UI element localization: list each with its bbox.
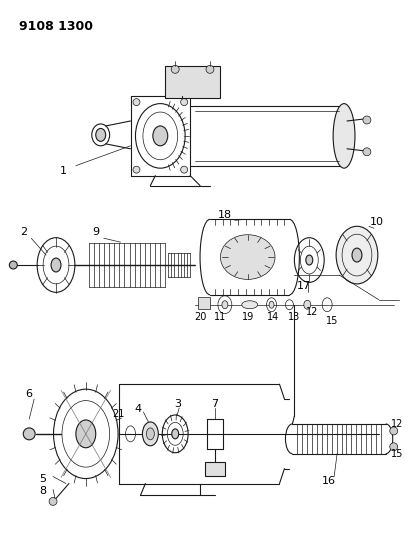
Text: 21: 21	[112, 409, 125, 419]
Ellipse shape	[143, 422, 158, 446]
Text: 12: 12	[306, 306, 319, 317]
Ellipse shape	[9, 261, 17, 269]
Text: 4: 4	[135, 404, 142, 414]
Ellipse shape	[304, 300, 311, 309]
Ellipse shape	[146, 428, 155, 440]
Text: 17: 17	[297, 281, 312, 291]
Bar	[198, 297, 210, 309]
Ellipse shape	[181, 166, 188, 173]
Ellipse shape	[390, 427, 398, 435]
Ellipse shape	[306, 255, 313, 265]
Text: 11: 11	[214, 312, 226, 321]
Ellipse shape	[49, 497, 57, 505]
Ellipse shape	[352, 248, 362, 262]
Text: 19: 19	[242, 312, 254, 321]
Text: 18: 18	[218, 211, 232, 220]
Bar	[205, 462, 225, 475]
Ellipse shape	[172, 429, 179, 439]
Ellipse shape	[220, 235, 275, 279]
Ellipse shape	[363, 116, 371, 124]
Text: 7: 7	[211, 399, 219, 409]
Text: 13: 13	[288, 312, 300, 321]
Ellipse shape	[242, 301, 258, 309]
Ellipse shape	[222, 301, 228, 309]
Text: 15: 15	[326, 316, 338, 326]
Ellipse shape	[171, 66, 179, 74]
Text: 2: 2	[20, 227, 27, 237]
Text: 1: 1	[60, 166, 67, 176]
Text: 20: 20	[194, 312, 206, 321]
Ellipse shape	[153, 126, 168, 146]
Text: 6: 6	[26, 389, 33, 399]
Ellipse shape	[363, 148, 371, 156]
Text: 9: 9	[92, 227, 99, 237]
Text: 10: 10	[370, 217, 384, 227]
Text: 8: 8	[39, 487, 47, 496]
Ellipse shape	[333, 103, 355, 168]
Ellipse shape	[390, 443, 398, 451]
Text: 5: 5	[39, 473, 46, 483]
Ellipse shape	[23, 428, 35, 440]
Ellipse shape	[51, 258, 61, 272]
Ellipse shape	[181, 99, 188, 106]
Text: 9108 1300: 9108 1300	[19, 20, 93, 33]
Ellipse shape	[206, 66, 214, 74]
Bar	[165, 67, 220, 98]
Ellipse shape	[133, 99, 140, 106]
Ellipse shape	[96, 128, 106, 141]
Ellipse shape	[76, 420, 96, 448]
Text: 15: 15	[390, 449, 403, 459]
Text: 16: 16	[322, 475, 336, 486]
Ellipse shape	[269, 301, 274, 308]
Text: 3: 3	[175, 399, 182, 409]
Ellipse shape	[133, 166, 140, 173]
Text: 14: 14	[268, 312, 279, 321]
Ellipse shape	[336, 227, 378, 284]
Text: 12: 12	[390, 419, 403, 429]
